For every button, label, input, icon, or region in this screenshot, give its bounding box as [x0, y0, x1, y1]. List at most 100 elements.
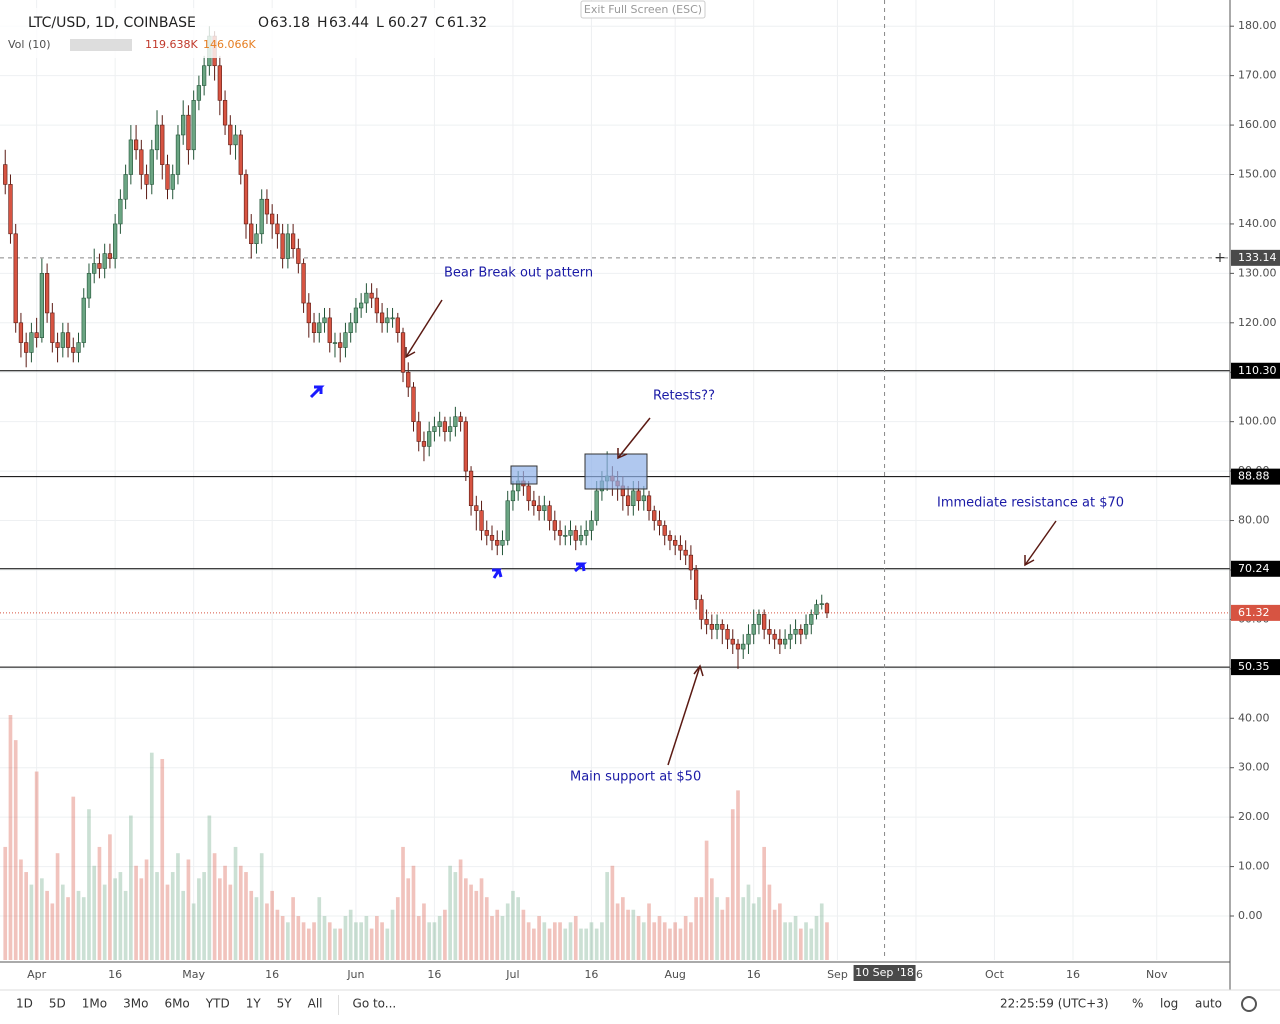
- volume-bar: [772, 909, 777, 960]
- candle-body: [154, 124, 160, 151]
- volume-bar: [526, 922, 531, 960]
- ohlc-value: 60.27: [388, 15, 428, 31]
- candle-body: [285, 233, 291, 259]
- range-button[interactable]: 6Mo: [164, 997, 189, 1011]
- range-button[interactable]: 5Y: [277, 997, 293, 1011]
- candle-body: [463, 421, 468, 472]
- arrow: [1024, 520, 1057, 566]
- candle-body: [44, 273, 50, 314]
- candle-body: [92, 263, 97, 274]
- volume-bar: [312, 922, 316, 960]
- candle-body: [495, 540, 500, 546]
- volume-bar: [725, 897, 730, 960]
- range-button[interactable]: 1Mo: [82, 997, 107, 1011]
- candle-body: [385, 317, 390, 324]
- range-button[interactable]: All: [308, 997, 323, 1011]
- candle-body: [584, 530, 589, 536]
- candle-body: [128, 139, 133, 175]
- volume-bar: [45, 890, 49, 960]
- volume-bar: [144, 859, 149, 960]
- volume-bar: [673, 922, 678, 960]
- axes: 0.0010.0020.0030.0040.0050.0060.0070.008…: [27, 19, 1280, 981]
- volume-bar: [123, 890, 128, 960]
- volume-bar: [364, 916, 369, 960]
- candle-body: [50, 312, 55, 343]
- volume-bar: [689, 922, 693, 960]
- scale-option[interactable]: log: [1160, 997, 1178, 1011]
- volume-bar: [113, 878, 117, 960]
- level-label: 88.88: [1238, 470, 1270, 483]
- candle-body: [411, 386, 416, 422]
- scale-option[interactable]: %: [1132, 997, 1143, 1011]
- range-button[interactable]: 1D: [16, 997, 33, 1011]
- volume-bar: [13, 740, 18, 960]
- range-button[interactable]: 5D: [49, 997, 66, 1011]
- volume-bar: [348, 909, 353, 960]
- y-tick-label: 160.00: [1238, 118, 1277, 131]
- volume-bar: [66, 897, 70, 960]
- arrow: [667, 665, 701, 766]
- volume-bar: [537, 916, 541, 960]
- volume-bar: [558, 922, 562, 960]
- volume-bar: [511, 890, 515, 960]
- volume-bar: [134, 865, 138, 960]
- volume-bar: [3, 846, 8, 960]
- volume-bar: [416, 916, 421, 960]
- volume-bar: [212, 853, 217, 960]
- ohlc-key: L: [376, 15, 384, 31]
- retest-box: [584, 453, 648, 490]
- candle-body: [688, 554, 694, 571]
- candle-body: [65, 332, 71, 348]
- volume-bar: [704, 840, 709, 960]
- candle-body: [730, 638, 735, 645]
- volume-bar: [709, 878, 714, 960]
- volume-bar: [730, 809, 735, 960]
- x-tick-label: 16: [584, 968, 598, 981]
- volume-bar: [81, 897, 86, 960]
- volume-bar: [160, 758, 165, 960]
- volume-bar: [202, 872, 206, 960]
- candle-body: [720, 624, 725, 630]
- candle-body: [374, 297, 379, 314]
- candle-body: [160, 124, 165, 165]
- scale-option[interactable]: auto: [1195, 997, 1222, 1011]
- crosshair-plus: +: [1214, 250, 1226, 266]
- candle-body: [636, 490, 641, 502]
- vol-controls[interactable]: [70, 39, 132, 51]
- volume-bar: [76, 890, 81, 960]
- candle-body: [233, 134, 238, 146]
- volume-bar: [97, 846, 102, 960]
- goto-button[interactable]: Go to...: [353, 997, 397, 1011]
- volume-bar: [814, 916, 819, 960]
- volume-bar: [306, 928, 311, 960]
- volume-bar: [40, 878, 44, 960]
- volume-bar: [165, 884, 170, 960]
- candle-body: [725, 628, 730, 640]
- volume-bar: [605, 872, 609, 960]
- candle-body: [468, 470, 474, 507]
- candle-body: [332, 342, 338, 344]
- candle-body: [107, 253, 113, 259]
- exit-fullscreen[interactable]: [580, 0, 706, 19]
- volume-bar: [34, 771, 39, 960]
- clock: 22:25:59 (UTC+3): [1000, 997, 1109, 1011]
- range-button[interactable]: YTD: [205, 997, 230, 1011]
- volume-bar: [505, 903, 510, 960]
- candle-body: [474, 505, 479, 511]
- volume-bar: [626, 909, 630, 960]
- candle-body: [379, 312, 385, 324]
- candle-body: [113, 223, 118, 259]
- range-button[interactable]: 1Y: [246, 997, 262, 1011]
- volume-bar: [741, 897, 746, 960]
- y-tick-label: 40.00: [1238, 711, 1270, 724]
- candle-body: [746, 633, 751, 645]
- volume-bar: [490, 916, 494, 960]
- annotation: Bear Break out pattern: [444, 266, 593, 281]
- ohlc-key: H: [317, 15, 328, 31]
- candle-body: [542, 505, 547, 511]
- range-button[interactable]: 3Mo: [123, 997, 148, 1011]
- candle-body: [756, 614, 762, 625]
- settings-icon[interactable]: [1241, 996, 1257, 1012]
- x-tick-label: 16: [265, 968, 279, 981]
- candle-body: [175, 134, 181, 175]
